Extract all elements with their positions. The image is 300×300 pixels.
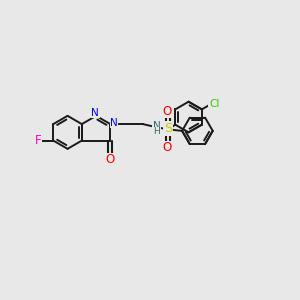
Text: H: H	[153, 127, 160, 136]
Text: O: O	[163, 141, 172, 154]
Text: N: N	[110, 118, 118, 128]
Text: O: O	[106, 153, 115, 166]
Text: Cl: Cl	[209, 99, 219, 110]
Text: F: F	[35, 134, 41, 147]
Text: O: O	[163, 105, 172, 118]
Text: N: N	[92, 108, 99, 118]
Text: N: N	[153, 121, 160, 131]
Text: S: S	[164, 122, 172, 135]
